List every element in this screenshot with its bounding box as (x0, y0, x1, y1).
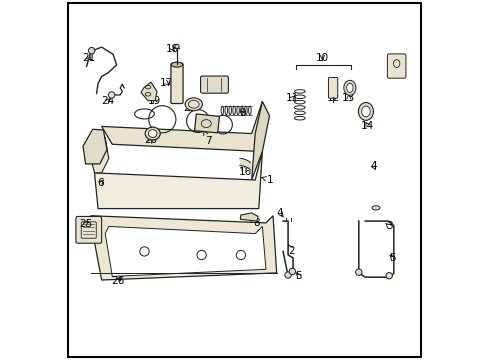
Text: 23: 23 (183, 103, 197, 113)
FancyBboxPatch shape (76, 216, 102, 243)
Circle shape (88, 48, 95, 54)
Text: 22: 22 (212, 81, 225, 91)
Polygon shape (102, 102, 262, 152)
Circle shape (175, 44, 179, 49)
Text: 9: 9 (239, 108, 245, 118)
Polygon shape (83, 129, 107, 164)
Ellipse shape (185, 98, 202, 111)
Ellipse shape (148, 130, 157, 138)
Text: 10: 10 (315, 53, 328, 63)
Circle shape (355, 269, 361, 275)
Circle shape (108, 92, 115, 98)
Text: 12: 12 (326, 93, 339, 103)
Text: 19: 19 (147, 96, 161, 106)
Text: 14: 14 (360, 121, 374, 131)
Polygon shape (94, 152, 262, 208)
Text: 3: 3 (385, 221, 392, 231)
Polygon shape (91, 137, 108, 173)
Text: 11: 11 (285, 93, 299, 103)
Text: 17: 17 (160, 78, 173, 88)
Circle shape (285, 272, 291, 278)
Text: 4: 4 (370, 161, 376, 171)
Ellipse shape (343, 80, 355, 95)
FancyBboxPatch shape (328, 77, 337, 98)
Circle shape (385, 273, 391, 279)
Text: 8: 8 (248, 218, 260, 228)
Text: 5: 5 (295, 271, 302, 281)
Text: 26: 26 (111, 276, 124, 286)
Text: 25: 25 (79, 219, 92, 229)
Text: 18: 18 (165, 44, 179, 54)
Text: 4: 4 (276, 208, 283, 218)
Text: 13: 13 (342, 93, 355, 103)
Ellipse shape (358, 103, 373, 120)
Polygon shape (194, 114, 219, 133)
Ellipse shape (145, 127, 160, 140)
Ellipse shape (346, 83, 352, 93)
Text: 1: 1 (261, 175, 273, 185)
Polygon shape (251, 102, 269, 180)
Text: 7: 7 (203, 131, 212, 147)
Polygon shape (91, 216, 276, 280)
Text: 5: 5 (388, 253, 395, 263)
Text: 24: 24 (101, 96, 114, 106)
Ellipse shape (371, 206, 379, 210)
FancyBboxPatch shape (200, 76, 228, 93)
Text: 16: 16 (238, 165, 251, 177)
Text: 20: 20 (144, 135, 157, 145)
Polygon shape (240, 213, 258, 221)
Text: 6: 6 (98, 178, 104, 188)
FancyBboxPatch shape (171, 63, 183, 104)
FancyBboxPatch shape (386, 54, 405, 78)
Text: 21: 21 (82, 53, 96, 63)
Polygon shape (141, 82, 157, 101)
Circle shape (288, 268, 295, 275)
Ellipse shape (361, 106, 369, 117)
Text: 15: 15 (390, 69, 403, 79)
Polygon shape (105, 226, 265, 276)
Ellipse shape (171, 62, 183, 67)
Text: 2: 2 (287, 244, 294, 256)
